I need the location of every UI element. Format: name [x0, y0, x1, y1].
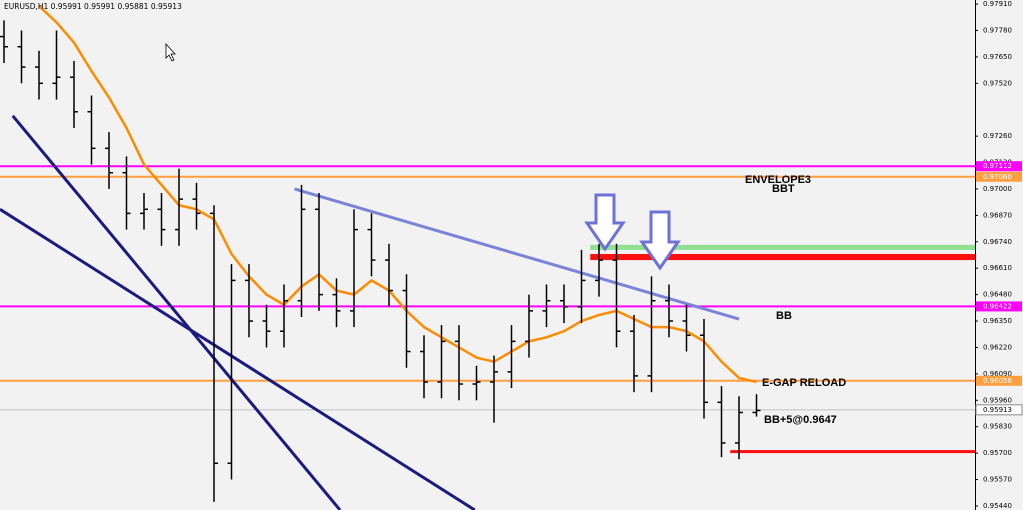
- y-tick-label: 0.95440: [983, 502, 1012, 510]
- zone: [730, 450, 975, 454]
- price-axis: 0.97910 0.97780 0.97650 0.97520 0.97260 0.971…: [975, 0, 1023, 510]
- y-tick-label: 0.95570: [983, 476, 1012, 484]
- level-label-box: [976, 161, 1022, 172]
- y-tick-label: 0.96090: [983, 370, 1012, 378]
- y-tick-label: 0.95700: [983, 449, 1012, 457]
- level-label: 0.97112: [983, 162, 1012, 170]
- y-tick-label: 0.96220: [983, 343, 1012, 351]
- trend-line: [0, 208, 476, 510]
- annotation: BBT: [772, 183, 795, 195]
- y-tick-label: 0.96870: [983, 211, 1012, 219]
- level-label: 0.96056: [983, 377, 1012, 385]
- level-label-box: [976, 375, 1022, 386]
- annotation: ENVELOPE3: [745, 174, 811, 186]
- level-label-box: [975, 404, 1023, 416]
- moving-average: [38, 5, 757, 384]
- plot-area: [0, 5, 975, 510]
- y-tick-label: 0.97000: [983, 185, 1012, 193]
- chart-header: EURUSD,H1 0.95991 0.95991 0.95881 0.9591…: [4, 2, 182, 11]
- y-tick-label: 0.97260: [983, 132, 1012, 140]
- y-tick-label: 0.96610: [983, 264, 1012, 272]
- y-tick-label: 0.96740: [983, 238, 1012, 246]
- y-tick-label: 0.95960: [983, 396, 1012, 404]
- y-tick-label: 0.97780: [983, 26, 1012, 34]
- mouse-cursor: [165, 42, 176, 62]
- trend-line: [11, 114, 342, 510]
- y-tick-label: 0.96480: [983, 291, 1012, 299]
- y-tick-label: 0.97650: [983, 53, 1012, 61]
- y-tick-label: 0.97910: [983, 0, 1012, 8]
- level-label: 0.95913: [983, 406, 1012, 414]
- trend-line: [294, 187, 740, 321]
- level-label: 0.97060: [983, 173, 1012, 181]
- zone: [590, 253, 975, 261]
- annotation: E-GAP RELOAD: [762, 377, 846, 389]
- level-label: 0.96422: [983, 302, 1012, 310]
- y-tick-label: 0.97520: [983, 79, 1012, 87]
- zone: [590, 244, 975, 250]
- signal-arrows: [584, 193, 681, 271]
- y-tick-label: 0.95830: [983, 423, 1012, 431]
- y-tick-label: 0.96350: [983, 317, 1012, 325]
- annotation: BB+5@0.9647: [764, 414, 837, 426]
- level-label-box: [976, 301, 1022, 312]
- level-label-box: [976, 171, 1022, 182]
- annotation: BB: [776, 310, 792, 322]
- down-arrow: [584, 193, 626, 252]
- down-arrow: [639, 210, 681, 271]
